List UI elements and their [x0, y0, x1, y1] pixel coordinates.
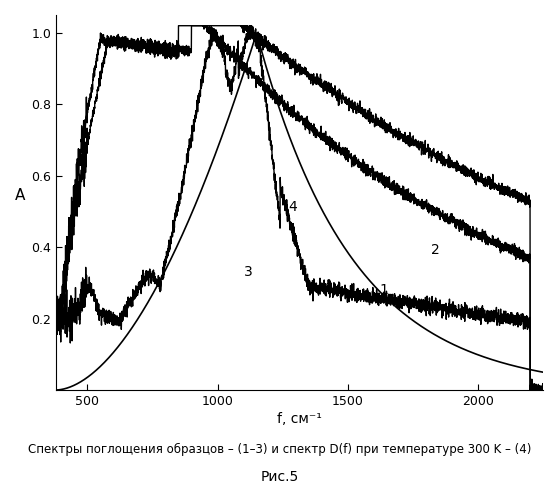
Text: 4: 4	[288, 200, 297, 214]
Text: Рис.5: Рис.5	[261, 470, 299, 484]
Text: Спектры поглощения образцов – (1–3) и спектр D(f) при температуре 300 K – (4): Спектры поглощения образцов – (1–3) и сп…	[29, 442, 531, 456]
Text: 1: 1	[379, 282, 388, 296]
Y-axis label: A: A	[15, 188, 25, 202]
Text: 2: 2	[431, 244, 440, 258]
X-axis label: f, см⁻¹: f, см⁻¹	[277, 412, 322, 426]
Text: 3: 3	[244, 264, 253, 278]
